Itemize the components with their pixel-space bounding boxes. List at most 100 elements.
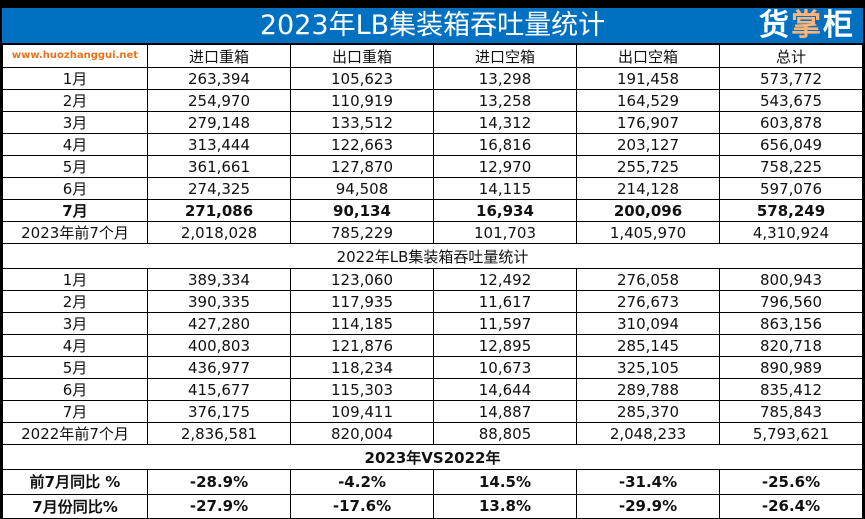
table-cell: 123,060 — [290, 268, 434, 291]
table-cell: -25.6% — [719, 469, 863, 495]
table-cell: 133,512 — [290, 111, 434, 134]
row-label: www.huozhanggui.net — [2, 44, 148, 68]
table-cell: 214,128 — [576, 177, 720, 200]
section-vs-header-label: 2023年VS2022年 — [2, 444, 863, 470]
table-cell: 285,145 — [576, 334, 720, 357]
table-cell: 117,935 — [290, 290, 434, 313]
table-cell: 389,334 — [147, 268, 291, 291]
table-title: 2023年LB集装箱吞吐量统计 — [259, 10, 606, 41]
table-cell: 285,370 — [576, 400, 720, 423]
row-label: 2月 — [2, 89, 148, 112]
table-cell: 出口重箱 — [290, 44, 434, 68]
table-cell: 14,887 — [433, 400, 577, 423]
table-cell: 94,508 — [290, 177, 434, 200]
table-cell: 835,412 — [719, 378, 863, 401]
table-cell: 578,249 — [719, 199, 863, 222]
table-cell: 785,229 — [290, 221, 434, 244]
table-cell: 820,718 — [719, 334, 863, 357]
table-row: 4月 400,803 121,876 12,895 285,145 820,718 — [2, 334, 863, 357]
table-cell: 进口空箱 — [433, 44, 577, 68]
table-row: 5月 436,977 118,234 10,673 325,105 890,989 — [2, 356, 863, 379]
table-cell: 390,335 — [147, 290, 291, 313]
table-cell: 2,018,028 — [147, 221, 291, 244]
table-cell: -17.6% — [290, 493, 434, 519]
table-row: 1月 389,334 123,060 12,492 276,058 800,943 — [2, 268, 863, 291]
watermark-url: www.huozhanggui.net — [11, 50, 139, 61]
table-cell: 313,444 — [147, 133, 291, 156]
table-cell: 796,560 — [719, 290, 863, 313]
table-cell: 12,895 — [433, 334, 577, 357]
header-row: www.huozhanggui.net 进口重箱 出口重箱 进口空箱 出口空箱 总计 — [2, 44, 863, 68]
table-cell: 255,725 — [576, 155, 720, 178]
comparison-row: 7月份同比% -27.9% -17.6% 13.8% -29.9% -26.4% — [2, 493, 863, 519]
row-label: 1月 — [2, 67, 148, 90]
row-label: 5月 — [2, 356, 148, 379]
table-cell: -29.9% — [576, 493, 720, 519]
row-label: 4月 — [2, 133, 148, 156]
row-label: 2023年前7个月 — [2, 221, 148, 244]
table-row: 2月 254,970 110,919 13,258 164,529 543,675 — [2, 89, 863, 112]
table-cell: 310,094 — [576, 312, 720, 335]
table-cell: 203,127 — [576, 133, 720, 156]
row-label: 7月 — [2, 199, 148, 222]
section-2022-header: 2022年LB集装箱吞吐量统计 — [2, 243, 863, 269]
table-cell: -26.4% — [719, 493, 863, 519]
table-cell: 14,115 — [433, 177, 577, 200]
table-cell: 176,907 — [576, 111, 720, 134]
table-cell: 427,280 — [147, 312, 291, 335]
table-cell: -31.4% — [576, 469, 720, 495]
table-cell: 110,919 — [290, 89, 434, 112]
table-cell: 276,058 — [576, 268, 720, 291]
table-row: 2月 390,335 117,935 11,617 276,673 796,560 — [2, 290, 863, 313]
row-label: 2022年前7个月 — [2, 422, 148, 445]
table-cell: 164,529 — [576, 89, 720, 112]
table-cell: 274,325 — [147, 177, 291, 200]
table-cell: 656,049 — [719, 133, 863, 156]
row-label: 7月份同比% — [2, 493, 148, 519]
table-cell: 5,793,621 — [719, 422, 863, 445]
table-cell: 14,644 — [433, 378, 577, 401]
row-label: 前7月同比 % — [2, 469, 148, 495]
table-cell: -27.9% — [147, 493, 291, 519]
table-cell: 436,977 — [147, 356, 291, 379]
table-cell: 出口空箱 — [576, 44, 720, 68]
table-cell: 16,816 — [433, 133, 577, 156]
table-row: 4月 313,444 122,663 16,816 203,127 656,049 — [2, 133, 863, 156]
table-row: 1月 263,394 105,623 13,298 191,458 573,772 — [2, 67, 863, 90]
table-cell: 415,677 — [147, 378, 291, 401]
table-cell: 254,970 — [147, 89, 291, 112]
table-cell: 13,298 — [433, 67, 577, 90]
table-cell: 14,312 — [433, 111, 577, 134]
table-cell: 16,934 — [433, 199, 577, 222]
row-label: 1月 — [2, 268, 148, 291]
table-cell: 10,673 — [433, 356, 577, 379]
table-row: 7月 271,086 90,134 16,934 200,096 578,249 — [2, 199, 863, 222]
table-cell: 11,617 — [433, 290, 577, 313]
table-cell: 279,148 — [147, 111, 291, 134]
row-label: 6月 — [2, 378, 148, 401]
throughput-table-container: 2023年LB集装箱吞吐量统计 货掌柜 www.huozhanggui.net 进… — [2, 8, 863, 519]
table-row: 2022年前7个月 2,836,581 820,004 88,805 2,048,233… — [2, 422, 863, 445]
table-cell: 12,492 — [433, 268, 577, 291]
row-label: 3月 — [2, 312, 148, 335]
table-cell: 118,234 — [290, 356, 434, 379]
table-cell: 11,597 — [433, 312, 577, 335]
table-cell: 121,876 — [290, 334, 434, 357]
watermark-logo-text: 货掌柜 — [759, 8, 855, 43]
table-row: 3月 279,148 133,512 14,312 176,907 603,878 — [2, 111, 863, 134]
row-label: 4月 — [2, 334, 148, 357]
table-row: 7月 376,175 109,411 14,887 285,370 785,843 — [2, 400, 863, 423]
table-cell: 361,661 — [147, 155, 291, 178]
table-cell: 289,788 — [576, 378, 720, 401]
table-row: 5月 361,661 127,870 12,970 255,725 758,225 — [2, 155, 863, 178]
table-cell: 863,156 — [719, 312, 863, 335]
table-cell: 2,048,233 — [576, 422, 720, 445]
table-row: 6月 415,677 115,303 14,644 289,788 835,412 — [2, 378, 863, 401]
table-cell: 14.5% — [433, 469, 577, 495]
table-cell: 271,086 — [147, 199, 291, 222]
table-cell: 88,805 — [433, 422, 577, 445]
table-cell: 800,943 — [719, 268, 863, 291]
table-cell: 122,663 — [290, 133, 434, 156]
table-cell: 总计 — [719, 44, 863, 68]
table-cell: 263,394 — [147, 67, 291, 90]
